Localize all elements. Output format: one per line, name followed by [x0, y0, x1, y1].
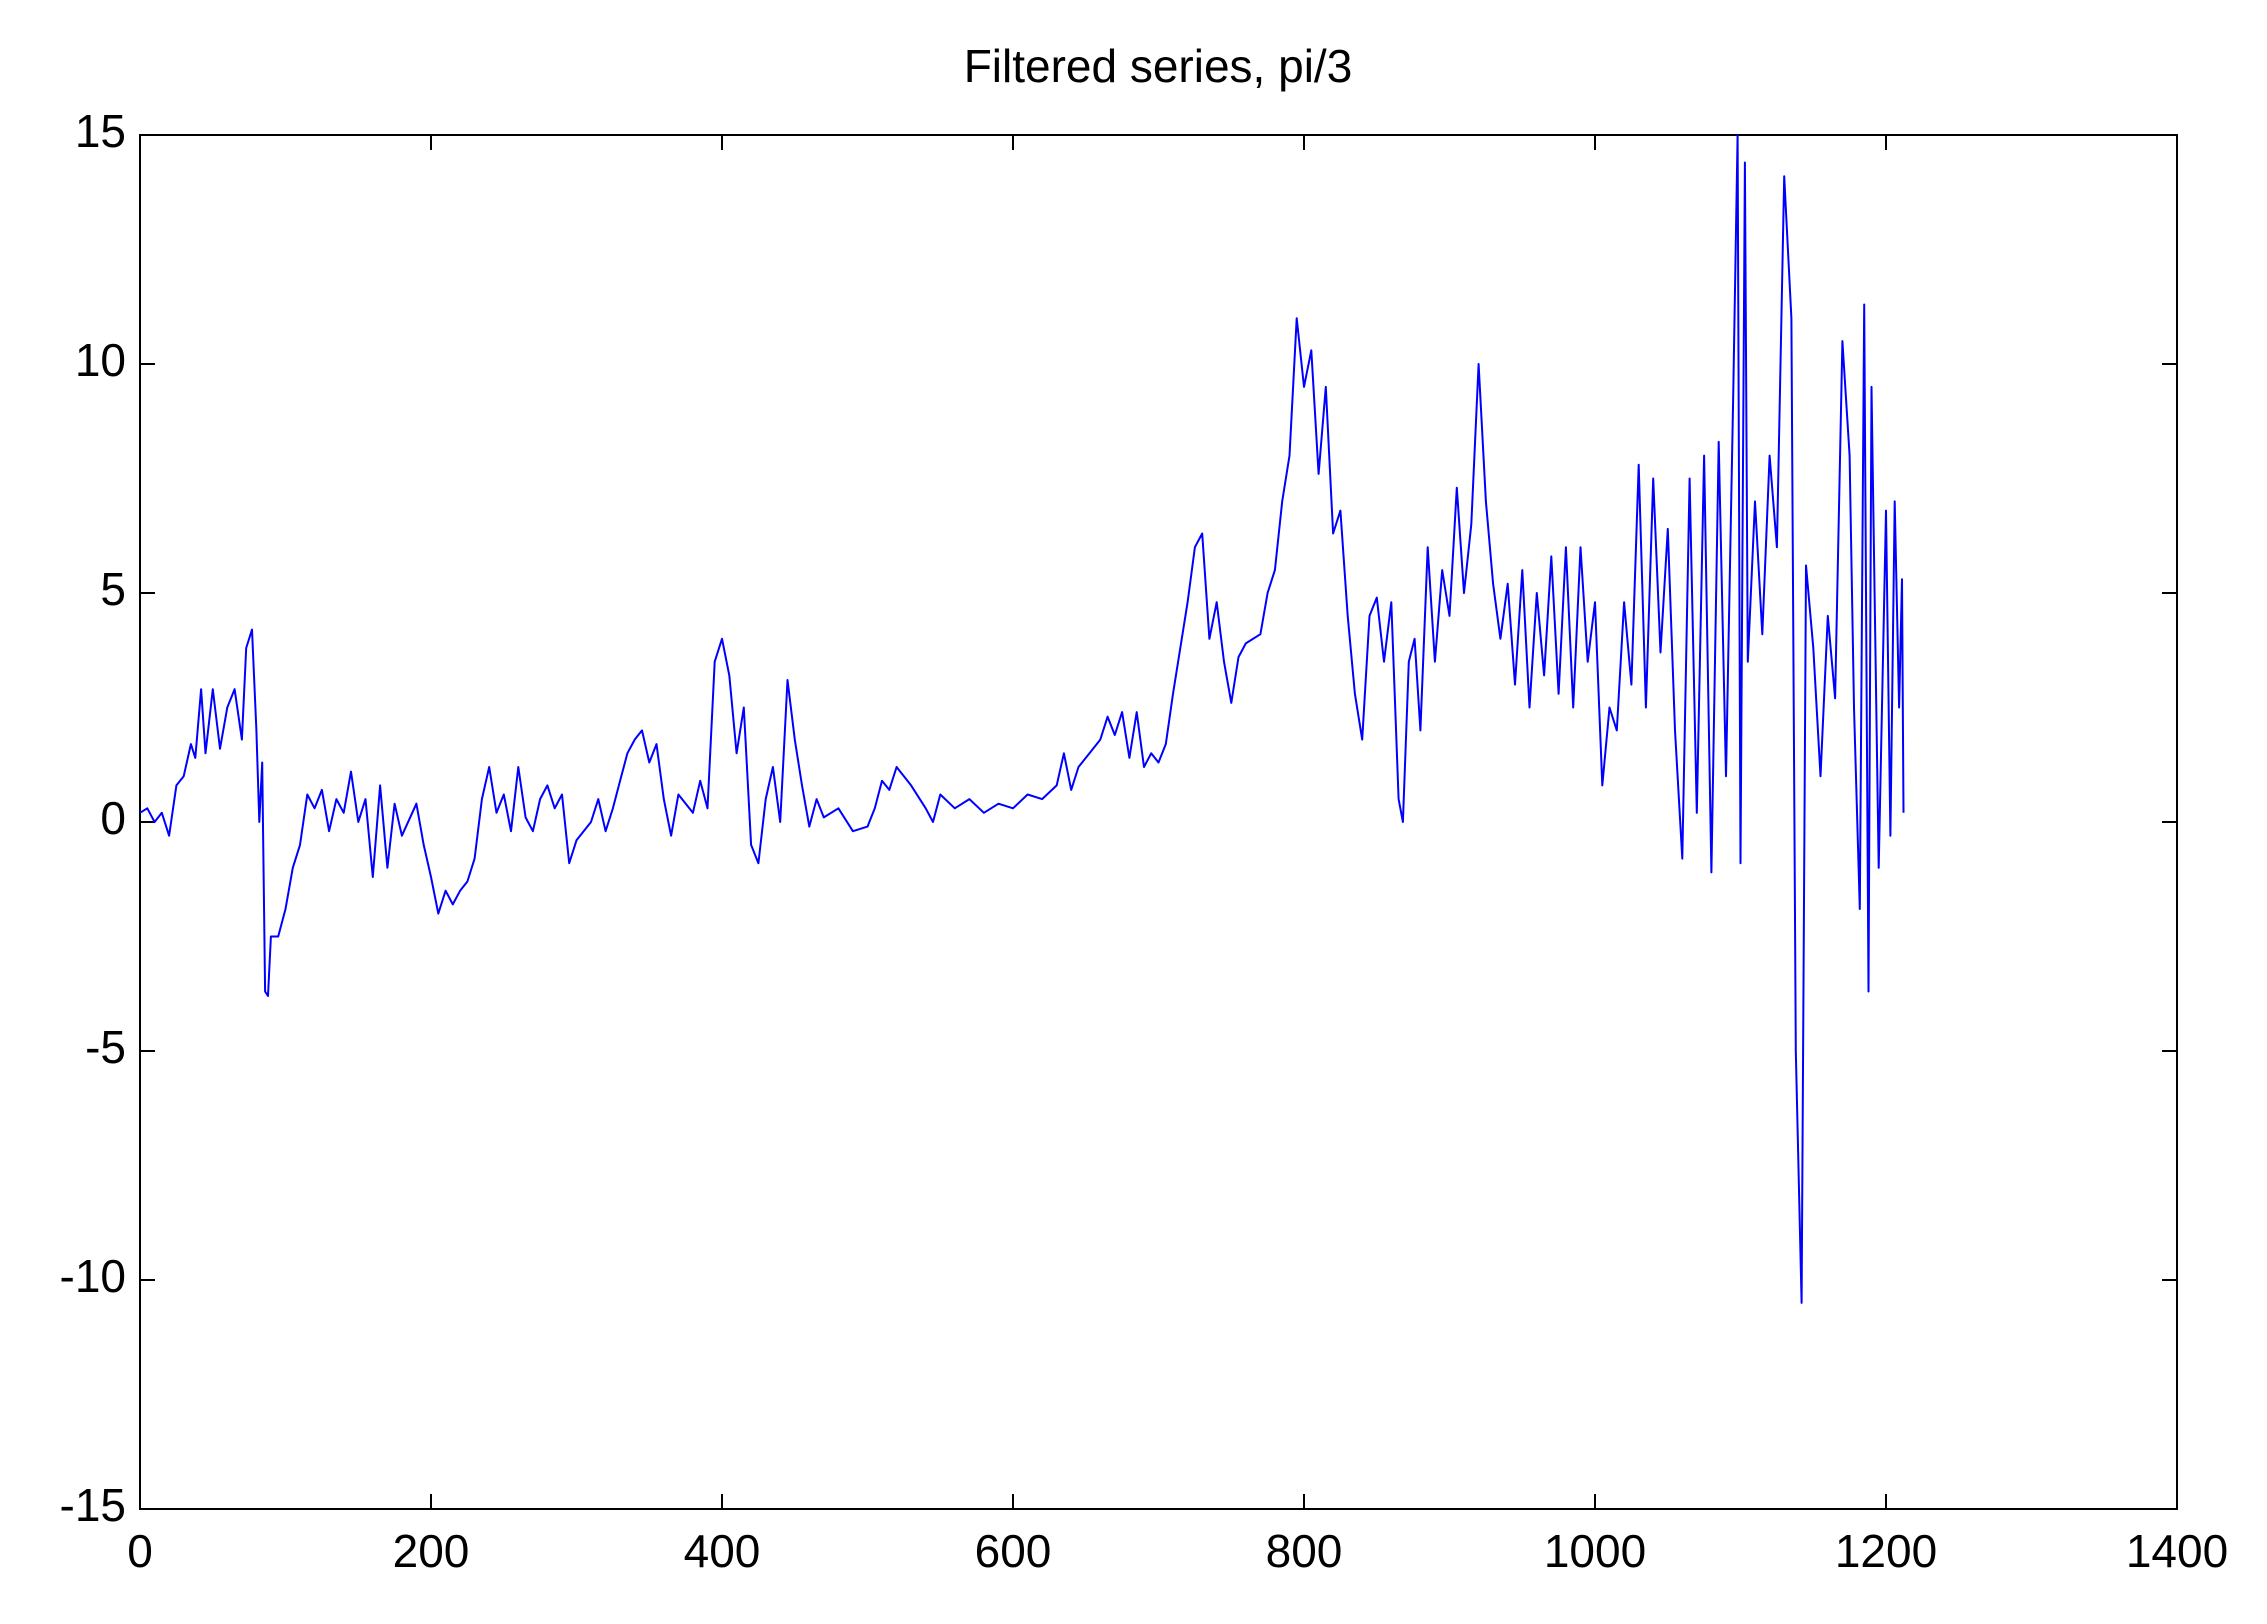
chart-title: Filtered series, pi/3 [964, 40, 1353, 92]
y-tick-label: -15 [60, 1479, 126, 1531]
y-tick-label: 0 [100, 792, 126, 844]
x-tick-label: 1200 [1835, 1525, 1937, 1577]
x-tick-label: 600 [975, 1525, 1052, 1577]
series-line [139, 134, 1905, 1304]
x-tick-label: 0 [127, 1525, 153, 1577]
x-tick-label: 1000 [1544, 1525, 1646, 1577]
y-tick-label: 10 [75, 334, 126, 386]
y-tick-label: 5 [100, 563, 126, 615]
y-tick-label: 15 [75, 105, 126, 157]
x-tick-label: 200 [393, 1525, 470, 1577]
x-tick-label: 800 [1266, 1525, 1343, 1577]
x-tick-label: 400 [684, 1525, 761, 1577]
x-tick-label: 1400 [2126, 1525, 2228, 1577]
y-tick-label: -5 [85, 1021, 126, 1073]
y-tick-label: -10 [60, 1250, 126, 1302]
